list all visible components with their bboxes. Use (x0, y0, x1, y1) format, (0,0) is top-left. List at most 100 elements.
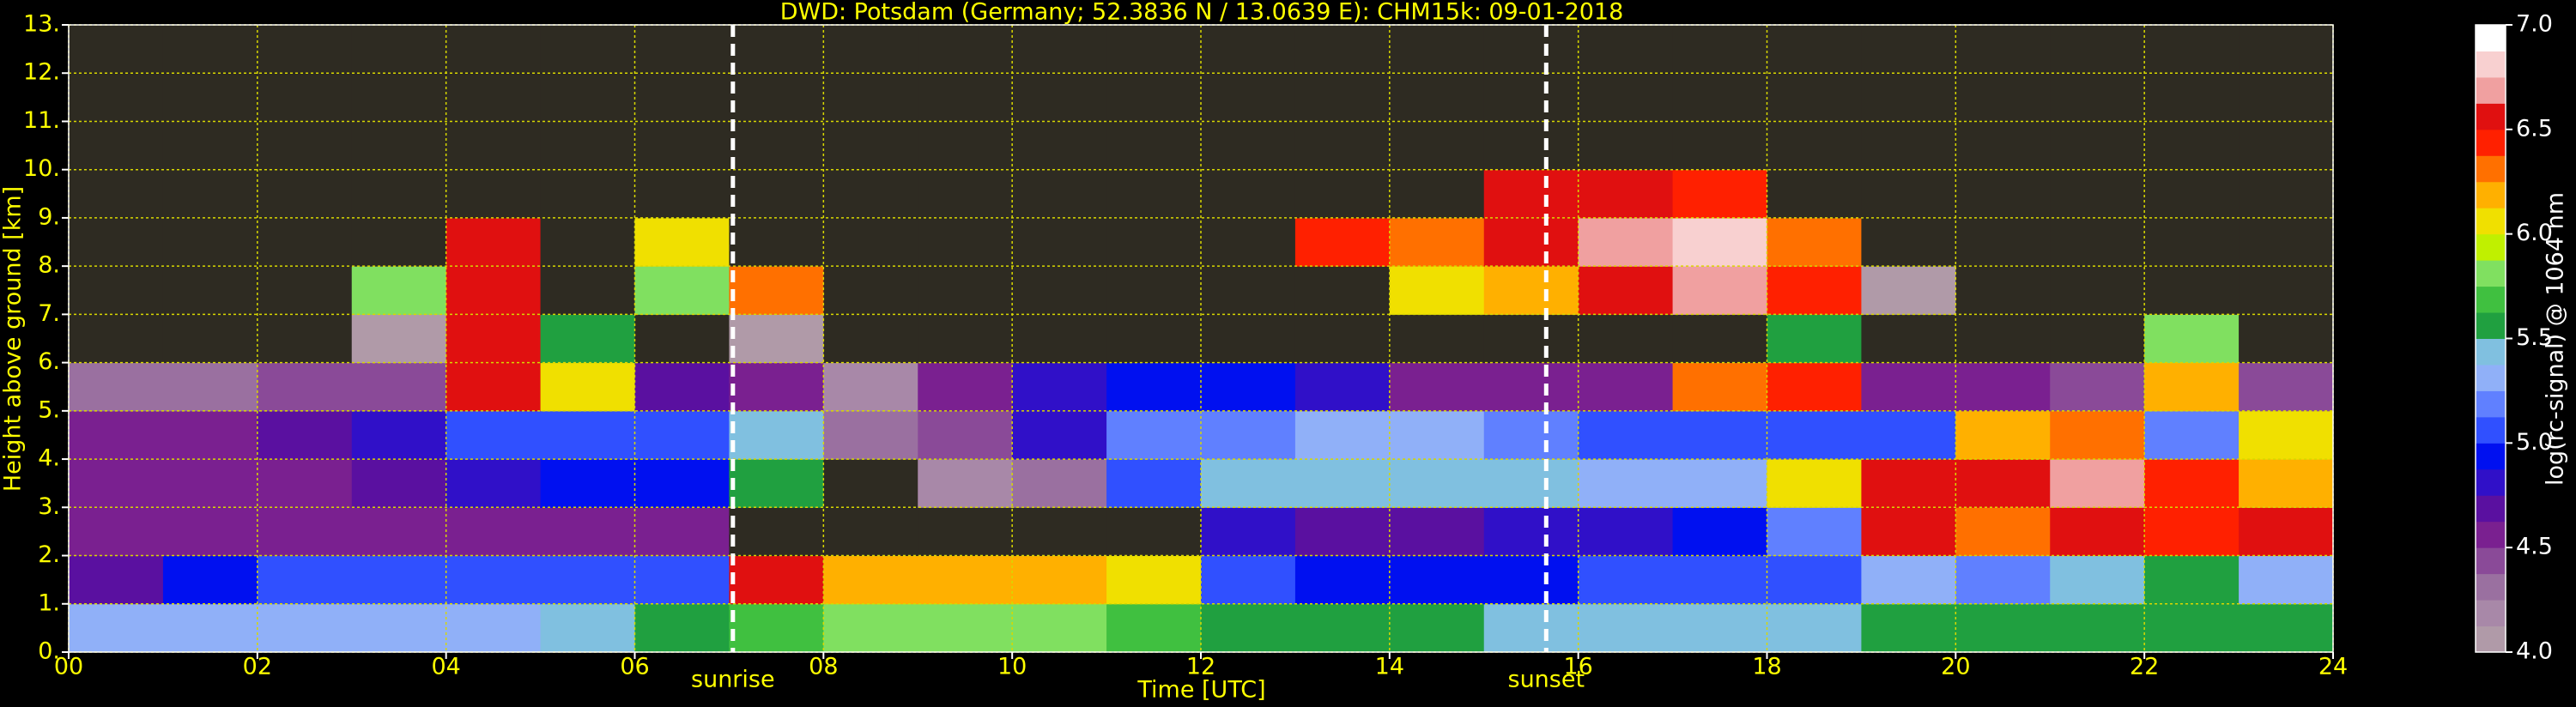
cell (162, 121, 258, 171)
cell (2050, 169, 2145, 219)
colorbar-swatch (2476, 547, 2506, 575)
cell (1955, 217, 2051, 267)
cell (1861, 121, 1956, 171)
cell (257, 459, 353, 508)
cell (1483, 314, 1579, 364)
cell (162, 362, 258, 412)
cell (351, 410, 447, 460)
cell (257, 555, 353, 605)
cell (257, 507, 353, 557)
colorbar-swatch (2476, 233, 2506, 261)
x-tick-label: 00 (54, 654, 83, 680)
cell (1106, 169, 1202, 219)
cell (69, 169, 164, 219)
cell (257, 603, 353, 653)
cell (1861, 410, 1956, 460)
cell (445, 555, 542, 605)
x-tick-label: 08 (809, 654, 838, 680)
cell (69, 25, 164, 74)
cell (823, 217, 918, 267)
x-axis-label: Time [UTC] (1136, 677, 1265, 704)
cell (2050, 410, 2145, 460)
cell (2239, 121, 2334, 171)
cell (823, 73, 918, 122)
cell (1012, 217, 1107, 267)
annotation-label: sunrise (691, 667, 775, 693)
cell (2050, 217, 2145, 267)
cell (2239, 362, 2334, 412)
cell (634, 25, 730, 74)
cell (1294, 507, 1391, 557)
cell (540, 169, 635, 219)
colorbar-tick-label: 6.0 (2516, 220, 2553, 246)
cell (1767, 603, 1862, 653)
cell (1012, 362, 1107, 412)
cell (1106, 121, 1202, 171)
cell (2239, 603, 2334, 653)
cell (69, 73, 164, 122)
cell (69, 410, 164, 460)
cell (2144, 459, 2240, 508)
cell (1955, 169, 2051, 219)
cell (823, 362, 918, 412)
cell (1955, 603, 2051, 653)
cell (351, 459, 447, 508)
cell (540, 603, 635, 653)
cell (1201, 314, 1296, 364)
cell (2050, 25, 2145, 74)
cell (1861, 217, 1956, 267)
cell (1955, 25, 2051, 74)
colorbar-swatch (2476, 495, 2506, 523)
cell (1861, 555, 1956, 605)
cell (1672, 121, 1767, 171)
cell (351, 217, 447, 267)
cell (2050, 73, 2145, 122)
cell (2239, 507, 2334, 557)
overlay: 0. 1. 2. 3. 4. 5. 6. 7. 8. 9. 10. 11. 12. 13. 00 02 04 06… (23, 11, 2348, 693)
cell (918, 507, 1013, 557)
cell (2144, 121, 2240, 171)
cell (162, 459, 258, 508)
colorbar-swatch (2476, 260, 2506, 287)
cell (1767, 410, 1862, 460)
cell (257, 362, 353, 412)
y-tick-label: 3. (38, 493, 60, 520)
cell (69, 507, 164, 557)
cell (351, 314, 447, 364)
cell (1861, 266, 1956, 315)
cell (257, 314, 353, 364)
plot-frame (68, 24, 2334, 653)
cell (1389, 266, 1485, 315)
colorbar-swatch (2476, 416, 2506, 444)
cell (69, 217, 164, 267)
y-tick-label: 11. (23, 107, 60, 134)
cell (1012, 266, 1107, 315)
colorbar-swatch (2476, 468, 2506, 496)
cell (162, 25, 258, 74)
cell (2239, 459, 2334, 508)
cell (1294, 169, 1391, 219)
cell (351, 603, 447, 653)
cell (729, 25, 824, 74)
cell (1012, 603, 1107, 653)
cell (1012, 507, 1107, 557)
cell (1955, 73, 2051, 122)
cell (1106, 555, 1202, 605)
cell (1767, 459, 1862, 508)
cell (1389, 555, 1485, 605)
cell (634, 121, 730, 171)
cell (1955, 314, 2051, 364)
cell (1672, 603, 1767, 653)
colorbar-swatch (2476, 155, 2506, 183)
cell (2144, 603, 2240, 653)
cell (257, 266, 353, 315)
cell (729, 169, 824, 219)
cell (1767, 555, 1862, 605)
cell (1578, 555, 1674, 605)
colorbar-swatch (2476, 51, 2506, 78)
cell (1483, 555, 1579, 605)
cell (1201, 217, 1296, 267)
cell (540, 507, 635, 557)
cell (445, 603, 542, 653)
cell (918, 410, 1013, 460)
